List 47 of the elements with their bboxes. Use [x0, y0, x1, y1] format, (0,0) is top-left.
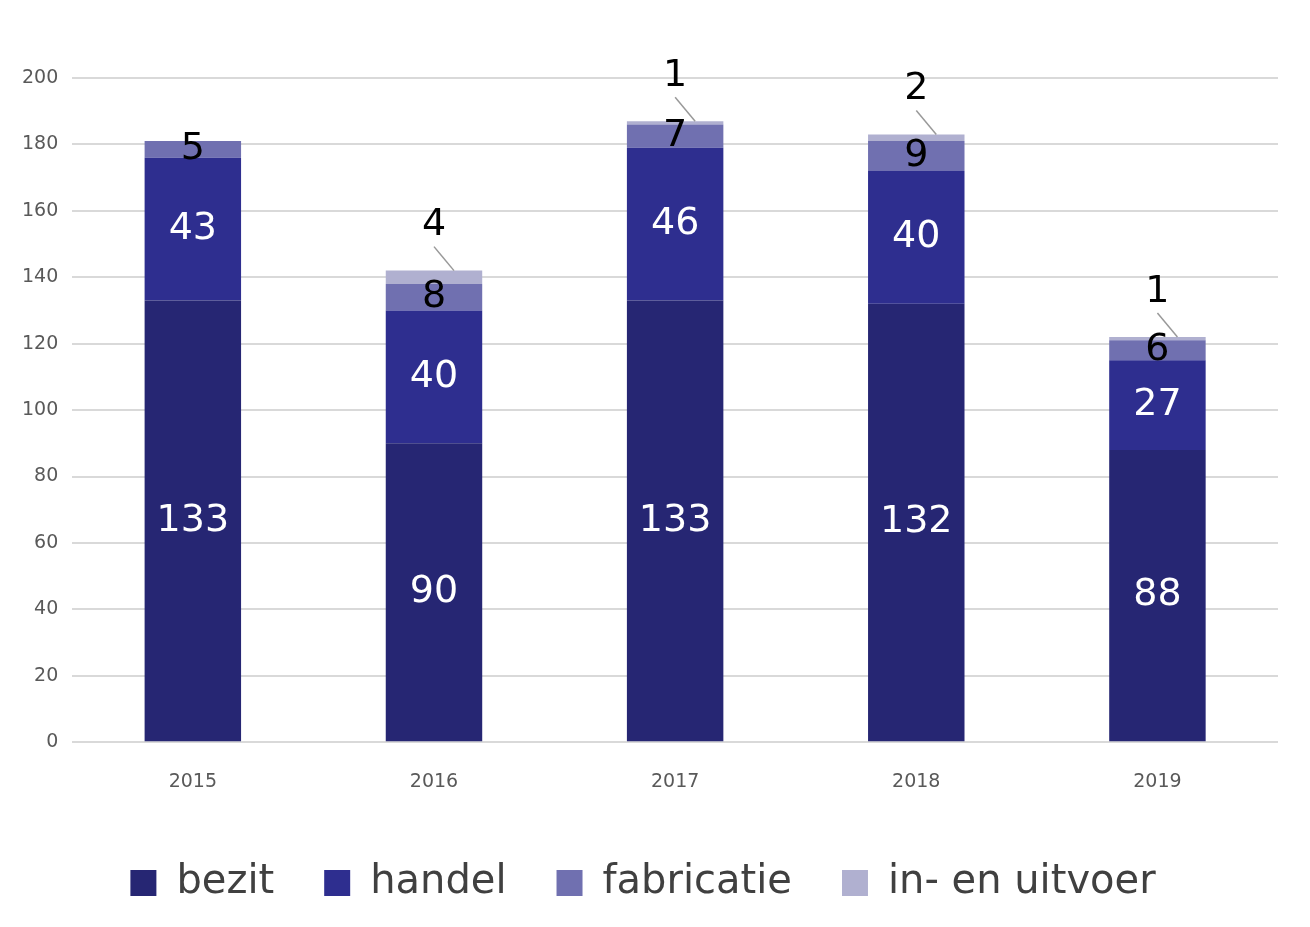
bar	[385, 310, 483, 444]
y-tick-label: 180	[22, 131, 59, 154]
data-label: 1	[1145, 266, 1170, 311]
x-tick-label: 2018	[892, 768, 941, 791]
x-tick-label: 2015	[168, 768, 218, 791]
data-label: 133	[638, 495, 712, 540]
data-label: 2	[904, 64, 929, 109]
bar	[626, 147, 724, 301]
x-tick-label: 2019	[1133, 768, 1182, 791]
data-label: 4	[421, 200, 447, 245]
y-tick-label: 140	[22, 264, 59, 287]
y-tick-label: 60	[34, 529, 59, 552]
bar	[385, 443, 483, 742]
data-label: 27	[1133, 379, 1182, 424]
bar	[868, 170, 965, 304]
legend-label: bezit	[176, 856, 275, 903]
y-tick-label: 200	[22, 64, 59, 87]
data-label: 133	[156, 495, 230, 540]
data-label: 1	[663, 51, 688, 96]
bar	[144, 300, 242, 742]
y-tick-label: 0	[46, 729, 59, 752]
bar	[1109, 360, 1206, 450]
data-label: 9	[904, 130, 929, 175]
data-label: 6	[1145, 325, 1170, 370]
x-tick-label: 2016	[409, 768, 459, 791]
legend-label: fabricatie	[602, 856, 792, 903]
data-label: 8	[421, 272, 447, 317]
x-tick-label: 2017	[650, 768, 700, 791]
data-label: 132	[880, 497, 953, 542]
y-tick-label: 40	[34, 596, 59, 619]
data-label: 40	[409, 351, 459, 396]
bar	[626, 300, 724, 742]
legend-label: handel	[370, 856, 507, 903]
y-tick-label: 20	[34, 662, 59, 685]
data-label: 7	[663, 110, 688, 155]
data-label: 90	[409, 567, 459, 612]
bar	[1109, 449, 1206, 742]
data-label: 43	[168, 203, 218, 248]
data-label: 46	[650, 199, 700, 243]
y-tick-label: 160	[22, 197, 59, 220]
bar	[868, 303, 965, 742]
data-label: 40	[892, 212, 941, 257]
y-tick-label: 80	[34, 463, 59, 486]
data-label: 88	[1133, 570, 1182, 615]
y-tick-label: 100	[22, 397, 59, 420]
y-tick-label: 120	[22, 330, 59, 353]
legend-label: in- en uitvoer	[887, 856, 1157, 903]
